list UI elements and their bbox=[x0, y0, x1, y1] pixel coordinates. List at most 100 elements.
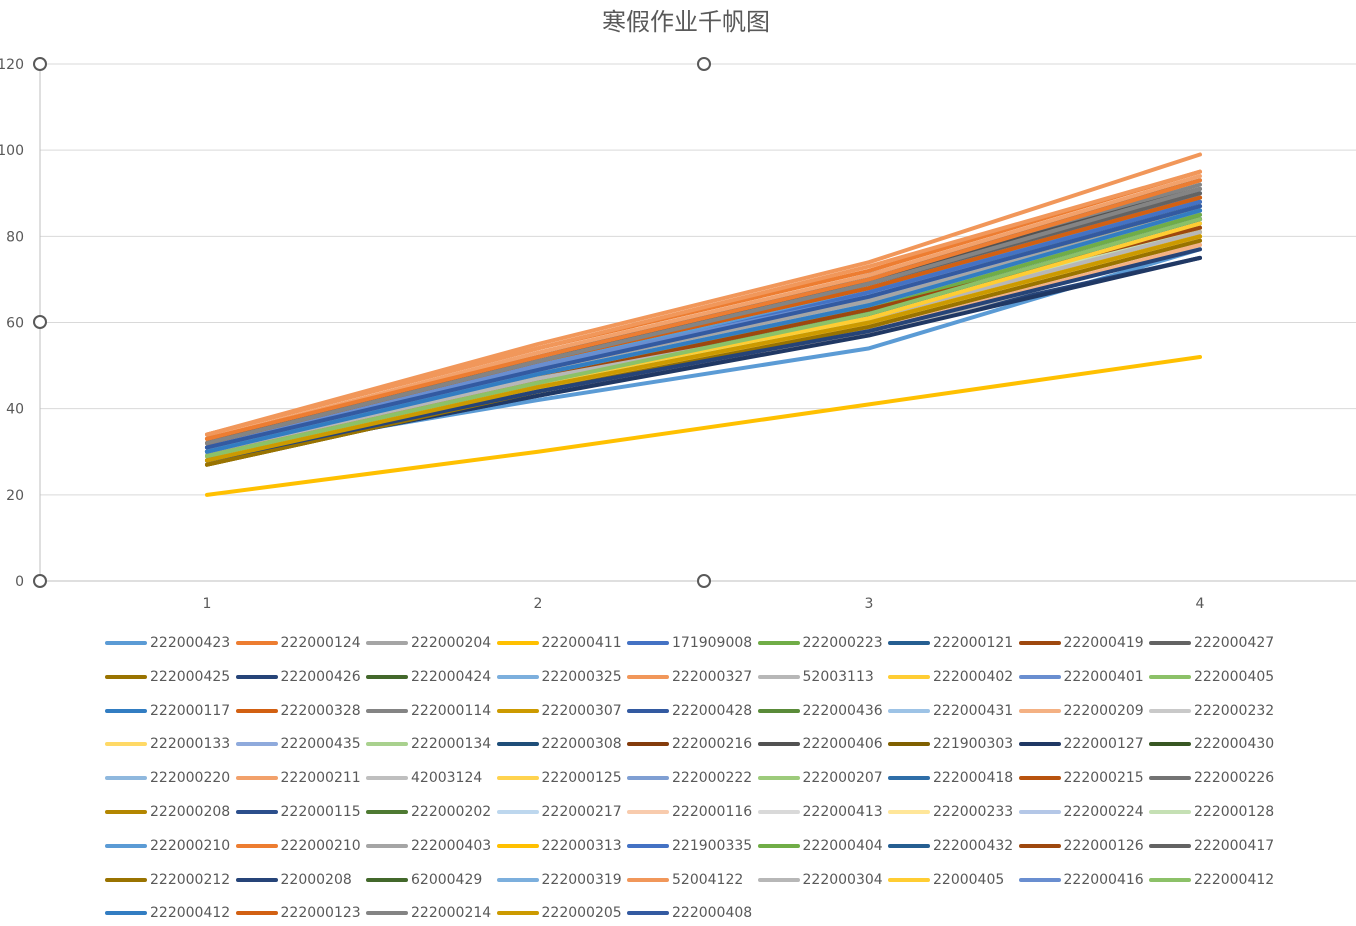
series-line bbox=[205, 354, 1202, 497]
legend-label: 222000216 bbox=[672, 736, 753, 753]
legend-item: 222000428 bbox=[627, 701, 752, 721]
legend-item: 222000117 bbox=[105, 701, 230, 721]
legend-swatch bbox=[1018, 877, 1061, 882]
y-axis-ticks: 0 20 40 60 80 100 120 bbox=[0, 57, 24, 590]
legend-label: 222000214 bbox=[411, 905, 492, 922]
legend-label: 222000126 bbox=[1063, 837, 1144, 854]
legend-item: 222000214 bbox=[366, 903, 491, 923]
legend-label: 222000205 bbox=[541, 905, 622, 922]
legend-item: 222000121 bbox=[888, 633, 1013, 653]
legend-item: 222000216 bbox=[627, 734, 752, 754]
legend-label: 222000423 bbox=[150, 635, 231, 651]
legend-swatch bbox=[105, 877, 147, 882]
legend-swatch bbox=[105, 742, 147, 747]
legend-swatch bbox=[757, 641, 800, 645]
legend-swatch bbox=[105, 708, 147, 713]
legend-swatch bbox=[366, 877, 408, 882]
legend-item: 222000134 bbox=[366, 734, 491, 754]
legend-swatch bbox=[235, 810, 278, 814]
legend-item: 222000405 bbox=[1149, 667, 1274, 687]
legend-label: 42003124 bbox=[411, 770, 483, 787]
legend-label: 222000117 bbox=[150, 702, 231, 719]
legend-label: 222000114 bbox=[411, 702, 492, 719]
legend-item: 222000232 bbox=[1149, 701, 1274, 721]
legend-item: 222000222 bbox=[627, 768, 752, 788]
resize-handle[interactable] bbox=[33, 315, 47, 329]
legend-swatch bbox=[235, 776, 278, 781]
legend-swatch bbox=[888, 810, 930, 814]
resize-handle[interactable] bbox=[697, 57, 711, 71]
legend-label: 222000128 bbox=[1194, 804, 1275, 820]
legend-item: 222000204 bbox=[366, 633, 491, 653]
legend-label: 222000418 bbox=[933, 770, 1014, 787]
legend-item: 222000424 bbox=[366, 667, 491, 687]
legend-item: 222000406 bbox=[757, 734, 883, 754]
legend-label: 222000211 bbox=[280, 770, 361, 787]
legend-item: 171909008 bbox=[627, 633, 752, 653]
x-tick-label: 1 bbox=[203, 596, 212, 612]
series-line bbox=[205, 238, 1202, 467]
legend-item: 222000205 bbox=[496, 903, 622, 923]
series-line bbox=[205, 186, 1202, 446]
legend-label: 52003113 bbox=[802, 668, 874, 685]
legend-item: 222000432 bbox=[888, 836, 1013, 856]
legend-item: 222000217 bbox=[496, 802, 622, 822]
legend-label: 52004122 bbox=[672, 871, 744, 888]
y-tick-label: 80 bbox=[6, 229, 24, 245]
legend-item: 222000431 bbox=[888, 701, 1013, 721]
legend-label: 221900335 bbox=[672, 837, 753, 854]
legend-item: 222000412 bbox=[105, 903, 230, 923]
legend-label: 222000431 bbox=[933, 702, 1014, 719]
legend-swatch bbox=[1149, 877, 1191, 882]
legend-label: 222000403 bbox=[411, 837, 492, 854]
legend-swatch bbox=[235, 641, 278, 645]
legend-swatch bbox=[1149, 810, 1191, 814]
resize-handle[interactable] bbox=[33, 574, 47, 588]
legend-label: 222000116 bbox=[672, 804, 753, 820]
legend-swatch bbox=[366, 810, 408, 814]
legend-swatch bbox=[1018, 776, 1061, 781]
resize-handle[interactable] bbox=[33, 57, 47, 71]
legend-item: 222000223 bbox=[757, 633, 883, 653]
legend-item: 42003124 bbox=[366, 768, 482, 788]
legend-label: 171909008 bbox=[672, 635, 753, 651]
legend-swatch bbox=[496, 877, 539, 882]
legend-label: 222000212 bbox=[150, 871, 231, 888]
legend-item: 222000211 bbox=[235, 768, 361, 788]
legend-swatch bbox=[627, 911, 669, 916]
series-line bbox=[205, 234, 1202, 463]
legend-swatch bbox=[1018, 843, 1061, 848]
legend-label: 222000133 bbox=[150, 736, 231, 753]
resize-handle[interactable] bbox=[697, 574, 711, 588]
series-line bbox=[205, 169, 1202, 437]
legend-swatch bbox=[888, 641, 930, 645]
legend-item: 222000209 bbox=[1018, 701, 1144, 721]
legend-label: 222000121 bbox=[933, 635, 1014, 651]
legend-item: 222000124 bbox=[235, 633, 361, 653]
legend-swatch bbox=[235, 911, 278, 916]
legend-label: 222000223 bbox=[802, 635, 883, 651]
legend-item: 222000412 bbox=[1149, 870, 1274, 890]
legend-swatch bbox=[366, 742, 408, 747]
legend-item: 22000208 bbox=[235, 870, 352, 890]
legend-swatch bbox=[888, 776, 930, 781]
legend-item: 222000126 bbox=[1018, 836, 1144, 856]
legend-label: 222000123 bbox=[280, 905, 361, 922]
legend-swatch bbox=[888, 674, 930, 679]
legend-item: 222000325 bbox=[496, 667, 622, 687]
legend-swatch bbox=[757, 877, 800, 882]
series-lines bbox=[205, 152, 1202, 497]
legend-label: 62000429 bbox=[411, 871, 483, 888]
legend-item: 222000319 bbox=[496, 870, 622, 890]
legend-label: 222000115 bbox=[280, 804, 361, 820]
legend-item: 222000226 bbox=[1149, 768, 1274, 788]
legend-swatch bbox=[757, 708, 800, 713]
legend-swatch bbox=[496, 810, 539, 814]
legend-label: 222000425 bbox=[150, 668, 231, 685]
legend-label: 222000408 bbox=[672, 905, 753, 922]
legend-label: 222000432 bbox=[933, 837, 1014, 854]
legend-label: 222000226 bbox=[1194, 770, 1275, 787]
legend-label: 222000427 bbox=[1194, 635, 1275, 651]
legend-item: 222000220 bbox=[105, 768, 230, 788]
legend-label: 222000419 bbox=[1063, 635, 1144, 651]
